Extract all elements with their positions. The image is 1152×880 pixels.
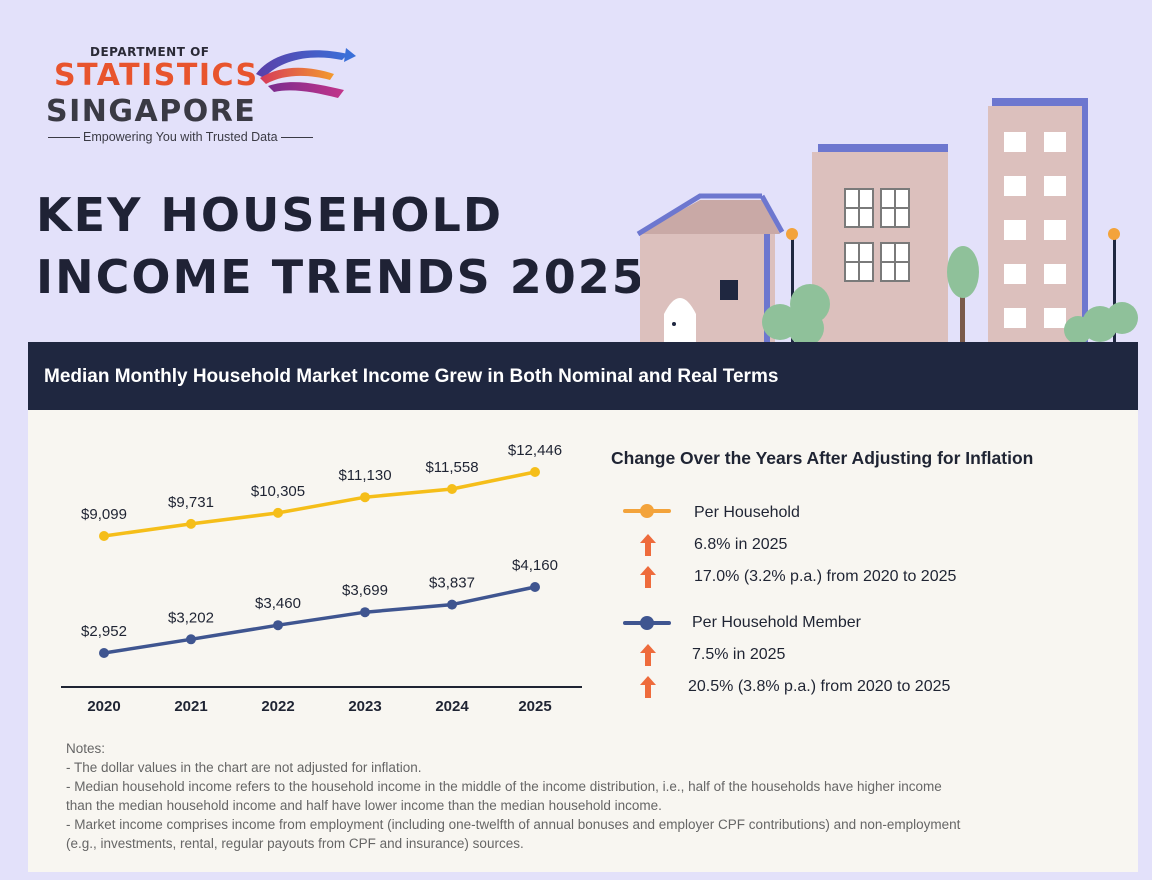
income-line-chart: $9,099 $9,731 $10,305 $11,130 $11,558 $12,446… [61, 442, 582, 715]
data-label: $12,446 [508, 442, 562, 459]
up-arrow-icon [640, 566, 656, 588]
member-stat-period: 20.5% (3.8% p.a.) from 2020 to 2025 [688, 678, 951, 695]
x-tick-label: 2021 [174, 698, 207, 715]
series-line-household [102, 470, 537, 538]
data-label: $9,731 [168, 494, 214, 511]
data-label: $3,699 [342, 582, 388, 599]
data-point [99, 648, 109, 658]
data-label: $10,305 [251, 483, 305, 500]
x-tick-label: 2020 [87, 698, 120, 715]
data-label: $9,099 [81, 506, 127, 523]
data-label: $3,202 [168, 609, 214, 626]
member-stat-2025: 7.5% in 2025 [692, 646, 786, 663]
data-label: $3,837 [429, 575, 475, 592]
x-tick-label: 2022 [261, 698, 294, 715]
series-line-member [102, 585, 537, 655]
side-title: Change Over the Years After Adjusting fo… [611, 448, 1034, 468]
data-label: $11,558 [425, 459, 478, 476]
note-line: - Market income comprises income from em… [66, 817, 961, 832]
content-panel: $9,099 $9,731 $10,305 $11,130 $11,558 $12,446… [28, 410, 1138, 872]
up-arrow-icon [640, 534, 656, 556]
data-point [273, 620, 283, 631]
data-point [530, 582, 540, 592]
data-point [447, 599, 457, 610]
data-point [360, 492, 370, 503]
logo-dept: DEPARTMENT OF [90, 45, 210, 59]
title-line-1: KEY HOUSEHOLD [36, 188, 503, 242]
banner-title: Median Monthly Household Market Income G… [44, 366, 779, 387]
tagline-text: Empowering You with Trusted Data [83, 130, 278, 144]
page-title: KEY HOUSEHOLD INCOME TRENDS 2025 [36, 184, 646, 308]
legend-household-label: Per Household [694, 504, 800, 521]
up-arrow-icon [640, 644, 656, 666]
data-label: $2,952 [81, 623, 127, 640]
legend-member-label: Per Household Member [692, 614, 861, 631]
data-point [360, 607, 370, 618]
logo-singapore: SINGAPORE [46, 94, 257, 129]
note-line: - Median household income refers to the … [66, 779, 942, 794]
note-line: (e.g., investments, rental, regular payo… [66, 836, 524, 851]
legend-member-dot [640, 616, 654, 630]
section-banner: Median Monthly Household Market Income G… [28, 342, 1138, 410]
up-arrow-icon [640, 676, 656, 698]
household-stat-2025: 6.8% in 2025 [694, 536, 788, 553]
x-tick-label: 2024 [435, 698, 469, 715]
data-label: $11,130 [338, 467, 391, 484]
logo-tagline: Empowering You with Trusted Data [48, 130, 313, 144]
data-point [186, 518, 196, 529]
data-point [273, 507, 283, 518]
note-line: than the median household income and hal… [66, 798, 662, 813]
notes-heading: Notes: [66, 741, 106, 756]
x-tick-label: 2025 [518, 698, 551, 715]
buildings-illustration [636, 98, 1138, 342]
note-line: - The dollar values in the chart are not… [66, 760, 422, 775]
dos-logo: DEPARTMENT OF STATISTICS SINGAPORE Empow… [46, 42, 366, 152]
data-point [447, 484, 457, 494]
household-stat-period: 17.0% (3.2% p.a.) from 2020 to 2025 [694, 568, 957, 585]
logo-statistics: STATISTICS [54, 58, 259, 93]
legend-household-dot [640, 504, 654, 518]
data-label: $3,460 [255, 595, 301, 612]
data-point [99, 531, 109, 541]
x-tick-label: 2023 [348, 698, 381, 715]
logo-swoosh-icon [256, 48, 356, 98]
data-point [186, 634, 196, 645]
notes: Notes: - The dollar values in the chart … [66, 739, 1106, 853]
data-label: $4,160 [512, 557, 558, 574]
data-point [530, 467, 540, 477]
title-line-2: INCOME TRENDS 2025 [36, 250, 646, 304]
